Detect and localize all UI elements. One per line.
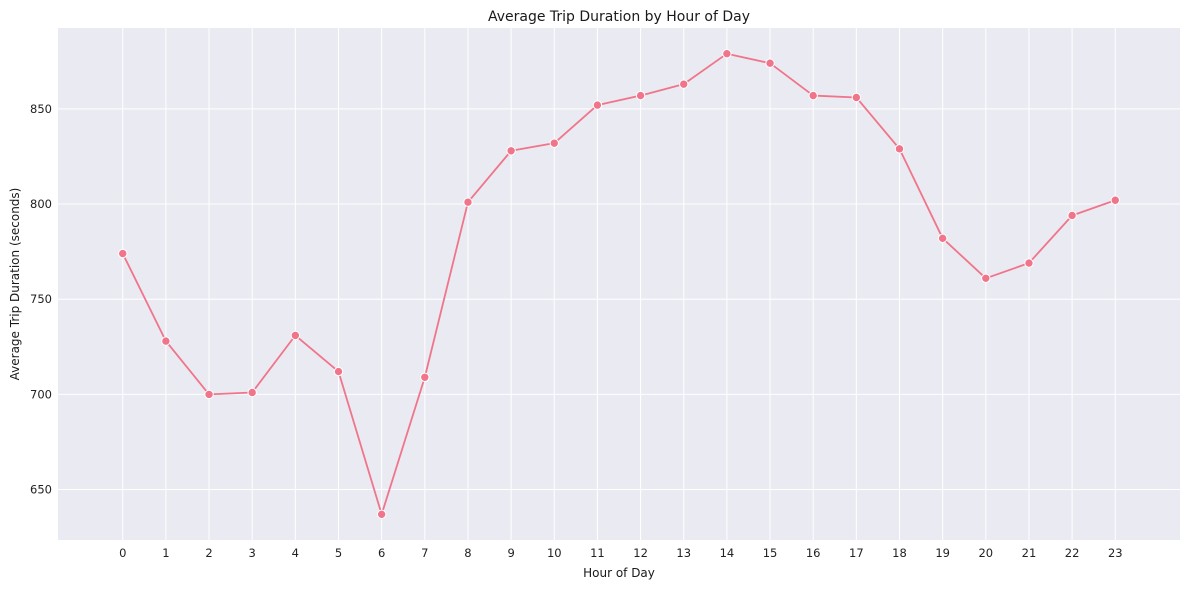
x-tick-label: 3 bbox=[249, 546, 256, 560]
data-point bbox=[1067, 210, 1077, 221]
data-point bbox=[420, 372, 430, 382]
x-tick-label: 1 bbox=[162, 546, 169, 560]
x-tick-label: 5 bbox=[335, 546, 342, 560]
grid-lines bbox=[58, 28, 1180, 540]
x-tick-label: 6 bbox=[378, 546, 385, 560]
y-tick-label: 650 bbox=[30, 483, 52, 497]
x-tick-label: 0 bbox=[119, 546, 126, 560]
x-tick-label: 18 bbox=[892, 546, 907, 560]
data-point bbox=[937, 233, 948, 244]
data-point bbox=[463, 197, 473, 207]
x-tick-label: 23 bbox=[1108, 546, 1123, 560]
x-tick-label: 10 bbox=[547, 546, 562, 560]
data-point bbox=[204, 389, 214, 400]
x-tick-label: 4 bbox=[292, 546, 299, 560]
x-tick-label: 11 bbox=[590, 546, 605, 560]
x-tick-label: 13 bbox=[676, 546, 691, 560]
data-point bbox=[765, 58, 775, 68]
data-point bbox=[333, 366, 344, 377]
x-tick-label: 19 bbox=[935, 546, 950, 560]
x-tick-label: 7 bbox=[421, 546, 428, 560]
data-point bbox=[118, 248, 128, 259]
x-tick-label: 17 bbox=[849, 546, 864, 560]
y-axis-label: Average Trip Duration (seconds) bbox=[8, 188, 22, 381]
data-point bbox=[1110, 195, 1120, 205]
y-tick-label: 800 bbox=[30, 197, 52, 211]
x-tick-label: 9 bbox=[507, 546, 514, 560]
data-point bbox=[722, 48, 732, 59]
x-tick-label: 20 bbox=[978, 546, 993, 560]
x-tick-label: 15 bbox=[763, 546, 778, 560]
data-point bbox=[851, 92, 862, 103]
y-tick-label: 700 bbox=[30, 387, 52, 401]
data-point bbox=[506, 146, 516, 156]
data-point bbox=[290, 330, 301, 341]
data-point bbox=[635, 90, 646, 101]
y-tick-label: 850 bbox=[30, 102, 52, 116]
y-axis-ticks: 650 700 750 800 850 bbox=[30, 102, 52, 497]
data-point bbox=[247, 387, 257, 398]
x-tick-label: 22 bbox=[1065, 546, 1080, 560]
x-axis-ticks: 0 1 2 3 4 5 6 7 8 9 10 11 12 13 14 15 16 17 18 19 20 21 22 23 bbox=[119, 546, 1123, 560]
plot-area bbox=[58, 28, 1180, 540]
x-tick-label: 12 bbox=[633, 546, 648, 560]
data-point bbox=[1024, 258, 1034, 268]
chart-title: Average Trip Duration by Hour of Day bbox=[488, 9, 750, 25]
data-point bbox=[808, 90, 818, 101]
data-point bbox=[894, 144, 905, 154]
x-tick-label: 16 bbox=[806, 546, 821, 560]
x-axis-label: Hour of Day bbox=[583, 566, 655, 580]
data-point bbox=[981, 273, 991, 283]
x-tick-label: 2 bbox=[205, 546, 212, 560]
x-tick-label: 14 bbox=[720, 546, 735, 560]
x-tick-label: 8 bbox=[464, 546, 471, 560]
data-point bbox=[376, 509, 387, 520]
data-point bbox=[592, 100, 603, 110]
series-line bbox=[121, 52, 1116, 516]
x-tick-label: 21 bbox=[1022, 546, 1037, 560]
series-layer bbox=[118, 48, 1120, 520]
y-tick-label: 750 bbox=[30, 292, 52, 306]
data-point bbox=[549, 138, 559, 148]
data-point bbox=[679, 79, 689, 89]
data-point bbox=[161, 336, 171, 346]
